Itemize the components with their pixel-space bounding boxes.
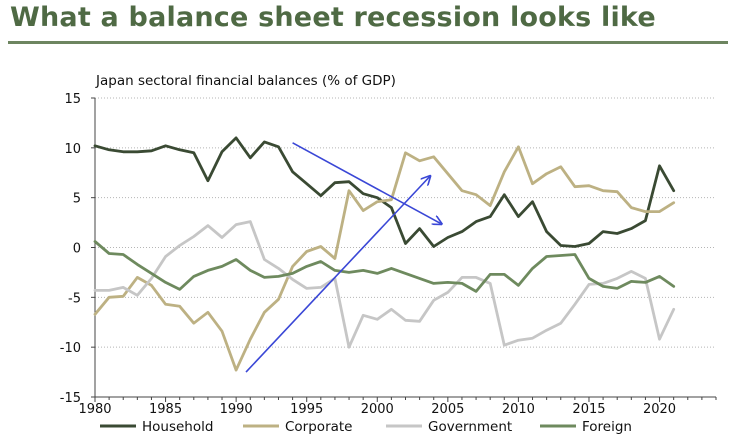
x-tick-label: 2000 — [361, 402, 394, 417]
x-tick-label: 2010 — [502, 402, 535, 417]
x-tick-label: 2005 — [431, 402, 464, 417]
x-tick-label: 1990 — [220, 402, 253, 417]
axes — [91, 97, 717, 402]
y-tick-label: -10 — [60, 341, 81, 356]
legend-label: Government — [428, 419, 512, 435]
x-tick-label: 1985 — [149, 402, 182, 417]
legend-item-corporate: Corporate — [243, 419, 353, 435]
y-tick-label: -5 — [68, 291, 81, 306]
annotations — [245, 142, 441, 373]
chart-title: Japan sectoral financial balances (% of … — [95, 73, 396, 89]
legend-label: Household — [142, 419, 213, 435]
x-tick-label: 1980 — [78, 402, 111, 417]
x-tick-label: 2015 — [572, 402, 605, 417]
legend-label: Corporate — [285, 419, 353, 435]
y-tick-label: 10 — [64, 142, 81, 157]
legend-item-government: Government — [386, 419, 512, 435]
series-line-corporate — [93, 145, 676, 372]
y-tick-label: -15 — [60, 391, 81, 406]
series-line-foreign — [93, 240, 676, 293]
legend: Household Corporate Government Foreign — [100, 419, 632, 435]
series-line-household — [93, 136, 676, 248]
y-tick-label: 15 — [64, 92, 81, 107]
x-tick-label: 2020 — [643, 402, 676, 417]
x-tick-label: 1995 — [290, 402, 323, 417]
legend-item-foreign: Foreign — [540, 419, 632, 435]
legend-item-household: Household — [100, 419, 213, 435]
annotation-arrow-1 — [292, 142, 441, 224]
grid-lines — [95, 97, 716, 348]
legend-label: Foreign — [582, 419, 632, 435]
series-lines — [93, 136, 676, 372]
slide-title: What a balance sheet recession looks lik… — [10, 2, 656, 33]
series-line-government — [93, 220, 676, 349]
title-divider — [8, 41, 728, 44]
y-tick-label: 0 — [73, 242, 81, 257]
annotation-arrow-2 — [245, 177, 429, 373]
y-tick-label: 5 — [73, 192, 81, 207]
